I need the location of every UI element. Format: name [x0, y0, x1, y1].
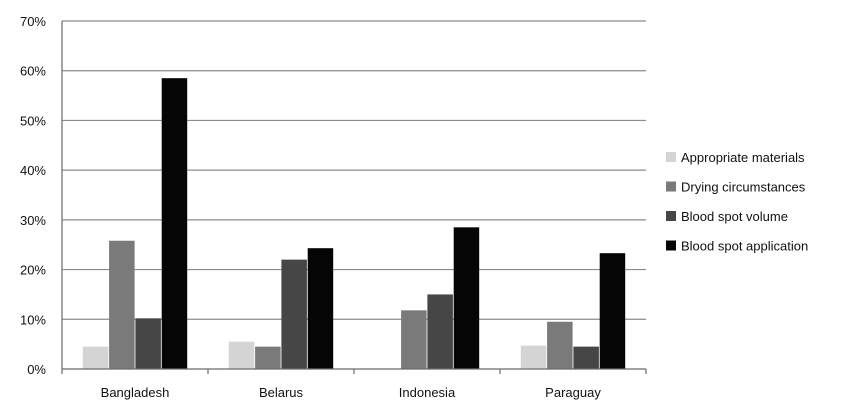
- axis-lines: [61, 21, 647, 374]
- bars: [82, 78, 626, 370]
- bar: [453, 227, 480, 369]
- x-category-label: Belarus: [259, 385, 304, 400]
- legend-swatch: [666, 240, 676, 251]
- y-tick-label: 60%: [20, 64, 46, 79]
- x-category-label: Indonesia: [399, 385, 456, 400]
- bar: [281, 259, 307, 369]
- legend-label: Appropriate materials: [681, 150, 805, 165]
- y-tick-label: 30%: [20, 213, 46, 228]
- legend-swatch: [666, 152, 676, 162]
- bar: [82, 346, 109, 369]
- y-tick-label: 10%: [20, 312, 46, 327]
- legend-swatch: [666, 181, 676, 192]
- bar: [161, 78, 188, 370]
- legend-label: Blood spot application: [681, 239, 808, 254]
- y-tick-label: 0%: [27, 362, 46, 377]
- legend-label: Drying circumstances: [681, 180, 806, 195]
- bar: [599, 253, 626, 369]
- bar: [255, 346, 281, 369]
- bar: [520, 345, 547, 369]
- bar: [427, 294, 453, 369]
- bar: [228, 341, 255, 369]
- x-category-label: Bangladesh: [101, 385, 170, 400]
- y-axis-ticks: 0% 10% 20% 30% 40% 50% 60% 70%: [20, 14, 46, 377]
- y-tick-label: 70%: [20, 14, 46, 29]
- y-tick-label: 50%: [20, 113, 46, 128]
- legend: Appropriate materials Drying circumstance…: [666, 150, 808, 254]
- y-tick-label: 20%: [20, 263, 46, 278]
- legend-label: Blood spot volume: [681, 209, 788, 224]
- legend-swatch: [666, 211, 676, 221]
- bar: [135, 318, 161, 369]
- bar: [307, 248, 334, 369]
- x-axis-categories: Bangladesh Belarus Indonesia Paraguay: [101, 385, 602, 400]
- gridlines: [62, 20, 646, 320]
- bar: [547, 321, 573, 369]
- bar: [401, 310, 427, 369]
- x-category-label: Paraguay: [545, 385, 601, 400]
- bar: [573, 346, 599, 369]
- bar: [109, 240, 135, 369]
- y-tick-label: 40%: [20, 163, 46, 178]
